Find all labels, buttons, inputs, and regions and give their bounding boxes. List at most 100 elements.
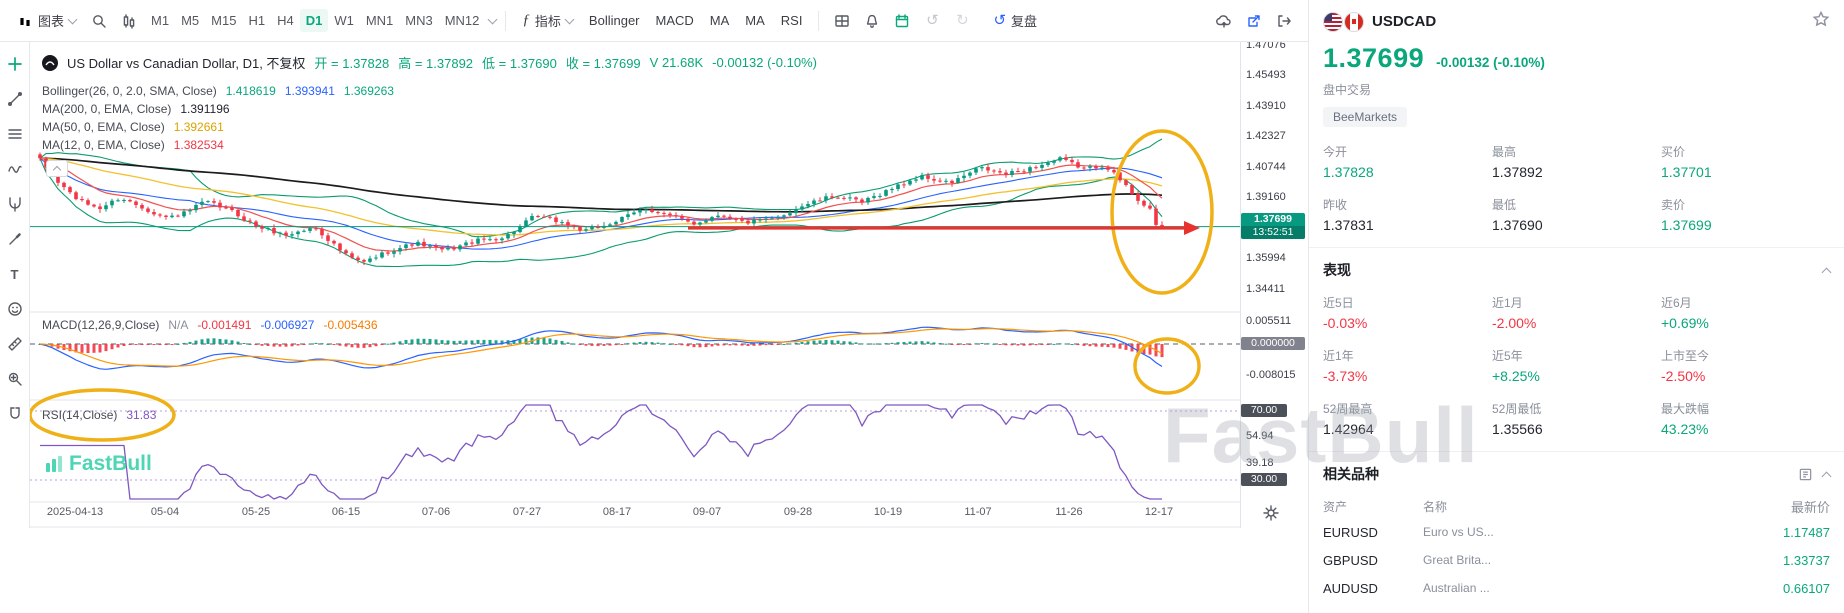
symbol-logo-icon bbox=[42, 54, 58, 71]
related-row-audusd[interactable]: AUDUSD Australian ... 0.66107 bbox=[1323, 580, 1830, 596]
toolbar-separator bbox=[818, 10, 820, 31]
indicator-shortcut-ma2[interactable]: MA bbox=[745, 13, 765, 28]
price-axis-label: 1.43910 bbox=[1246, 100, 1286, 112]
undo-icon[interactable]: ↺ bbox=[926, 12, 939, 29]
broker-tag[interactable]: BeeMarkets bbox=[1323, 107, 1408, 127]
indicator-shortcut-ma1[interactable]: MA bbox=[709, 13, 730, 28]
timeframe-mn3[interactable]: MN3 bbox=[405, 13, 433, 28]
perf-52w-low: 52周最低 1.35566 bbox=[1492, 402, 1543, 437]
collapse-icon[interactable] bbox=[1821, 267, 1832, 277]
fullscreen-exit-icon[interactable] bbox=[1270, 8, 1298, 34]
replay-icon: ↺ bbox=[993, 12, 1007, 29]
brush-tool[interactable] bbox=[4, 229, 26, 249]
price-axis-label: 1.40744 bbox=[1246, 161, 1286, 173]
panel-symbol: USDCAD bbox=[1372, 13, 1437, 30]
economic-calendar-icon[interactable] bbox=[888, 8, 916, 34]
legend-volume-value: V 21.68K bbox=[649, 55, 704, 70]
chart-menu-label: 图表 bbox=[38, 14, 65, 29]
rsi-legend[interactable]: RSI(14,Close) 31.83 bbox=[42, 408, 156, 422]
fibonacci-tool[interactable] bbox=[4, 124, 26, 144]
compare-icon[interactable] bbox=[115, 8, 143, 34]
timeframe-expand-icon[interactable] bbox=[487, 14, 498, 24]
cloud-save-icon[interactable] bbox=[1210, 8, 1238, 34]
time-axis-label: 09-28 bbox=[783, 506, 813, 518]
indicator-shortcut-macd[interactable]: MACD bbox=[655, 13, 694, 28]
stats-grid: 今开 1.37828 最高 1.37892 买价 1.37701 昨收 1.37831 … bbox=[1323, 143, 1830, 233]
crosshair-tool[interactable] bbox=[4, 54, 26, 74]
macd-legend[interactable]: MACD(12,26,9,Close) N/A -0.001491 -0.006… bbox=[42, 318, 378, 332]
redo-icon[interactable]: ↻ bbox=[956, 12, 969, 29]
share-icon[interactable] bbox=[1240, 8, 1268, 34]
fx-icon: ƒ bbox=[522, 12, 530, 28]
zoom-in-tool[interactable] bbox=[4, 369, 26, 389]
chart-legend-ma50[interactable]: MA(50, 0, EMA, Close) 1.392661 bbox=[42, 120, 224, 134]
trend-line-tool[interactable] bbox=[4, 89, 26, 109]
price-change: -0.00132 (-0.10%) bbox=[1436, 55, 1545, 70]
rsi-lower-band-badge: 30.00 bbox=[1241, 473, 1287, 486]
performance-section-header[interactable]: 表现 bbox=[1323, 260, 1832, 280]
favorite-star-icon[interactable] bbox=[1812, 10, 1830, 33]
chart-legend-bollinger[interactable]: Bollinger(26, 0, 2.0, SMA, Close) 1.4186… bbox=[42, 84, 394, 98]
layout-grid-icon[interactable] bbox=[828, 8, 856, 34]
timeframe-w1[interactable]: W1 bbox=[334, 13, 354, 28]
time-axis-label: 07-27 bbox=[512, 506, 542, 518]
pitchfork-tool[interactable] bbox=[4, 194, 26, 214]
chart-type-menu[interactable]: 图表 bbox=[10, 7, 83, 34]
ma50-label: MA(50, 0, EMA, Close) bbox=[42, 120, 165, 134]
chart-legend-symbol[interactable]: US Dollar vs Canadian Dollar, D1, 不复权 开 … bbox=[42, 53, 817, 72]
brush-icon bbox=[8, 233, 21, 245]
rsi-axis-label: 39.18 bbox=[1246, 457, 1274, 469]
crosshair-icon bbox=[7, 57, 22, 71]
chart-legend-ma12[interactable]: MA(12, 0, EMA, Close) 1.382534 bbox=[42, 138, 224, 152]
board-icon[interactable] bbox=[1798, 467, 1813, 482]
related-section-header[interactable]: 相关品种 bbox=[1323, 464, 1832, 484]
last-price: 1.37699 bbox=[1323, 43, 1425, 73]
stat-bid: 买价 1.37701 bbox=[1661, 145, 1712, 180]
legend-collapse-button[interactable] bbox=[46, 160, 68, 177]
timeframe-mn1[interactable]: MN1 bbox=[365, 13, 394, 28]
elliott-wave-icon bbox=[7, 165, 22, 173]
timeframe-m5[interactable]: M5 bbox=[181, 13, 200, 28]
related-row-gbpusd[interactable]: GBPUSD Great Brita... 1.33737 bbox=[1323, 552, 1830, 568]
collapse-icon[interactable] bbox=[1821, 471, 1832, 481]
elliott-wave-tool[interactable] bbox=[4, 159, 26, 179]
time-axis-label: 10-19 bbox=[873, 506, 903, 518]
candlestick-icon bbox=[20, 14, 30, 28]
timeframe-h1[interactable]: H1 bbox=[248, 13, 266, 28]
rsi-axis-label: 54.94 bbox=[1246, 430, 1274, 442]
ma200-value: 1.391196 bbox=[180, 102, 230, 116]
text-tool[interactable]: T bbox=[4, 264, 26, 284]
rsi-value: 31.83 bbox=[126, 408, 157, 422]
timeframe-h4[interactable]: H4 bbox=[277, 13, 294, 28]
timeframe-m1[interactable]: M1 bbox=[151, 13, 170, 28]
perf-6m: 近6月 +0.69% bbox=[1661, 296, 1709, 331]
indicator-shortcut-bollinger[interactable]: Bollinger bbox=[588, 13, 640, 28]
chevron-down-icon bbox=[564, 14, 575, 24]
legend-high-value: 高 = 1.37892 bbox=[398, 56, 474, 71]
measure-tool[interactable] bbox=[4, 334, 26, 354]
chart-legend-ma200[interactable]: MA(200, 0, EMA, Close) 1.391196 bbox=[42, 102, 230, 116]
related-row-eurusd[interactable]: EURUSD Euro vs US... 1.17487 bbox=[1323, 524, 1830, 540]
indicator-shortcut-rsi[interactable]: RSI bbox=[780, 13, 803, 28]
time-axis-label: 09-07 bbox=[692, 506, 722, 518]
legend-open-value: 开 = 1.37828 bbox=[314, 56, 390, 71]
rsi-upper-band-badge: 70.00 bbox=[1241, 404, 1287, 417]
emoji-tool[interactable] bbox=[4, 299, 26, 319]
indicators-menu[interactable]: ƒ 指标 bbox=[515, 7, 580, 34]
timeframe-d1[interactable]: D1 bbox=[299, 9, 329, 32]
time-axis-settings-icon[interactable] bbox=[1262, 504, 1280, 522]
replay-button[interactable]: ↺ 复盘 bbox=[986, 7, 1044, 34]
macd-na-value: N/A bbox=[168, 318, 189, 332]
magnet-tool[interactable] bbox=[4, 404, 26, 424]
us-flag-icon bbox=[1323, 11, 1343, 32]
magnet-icon bbox=[9, 407, 20, 419]
top-toolbar: 图表 M1 M5 M15 H1 H4 D1 W1 MN1 MN3 MN12 ƒ … bbox=[0, 0, 1308, 42]
timeframe-m15[interactable]: M15 bbox=[211, 13, 237, 28]
timeframe-mn12[interactable]: MN12 bbox=[444, 13, 480, 28]
macd-zero-badge: 0.000000 bbox=[1241, 337, 1305, 350]
search-icon[interactable] bbox=[85, 8, 113, 34]
time-axis-label: 08-17 bbox=[602, 506, 632, 518]
price-axis[interactable] bbox=[1240, 42, 1308, 528]
chart-canvas[interactable] bbox=[30, 42, 1240, 528]
alert-bell-icon[interactable] bbox=[858, 8, 886, 34]
